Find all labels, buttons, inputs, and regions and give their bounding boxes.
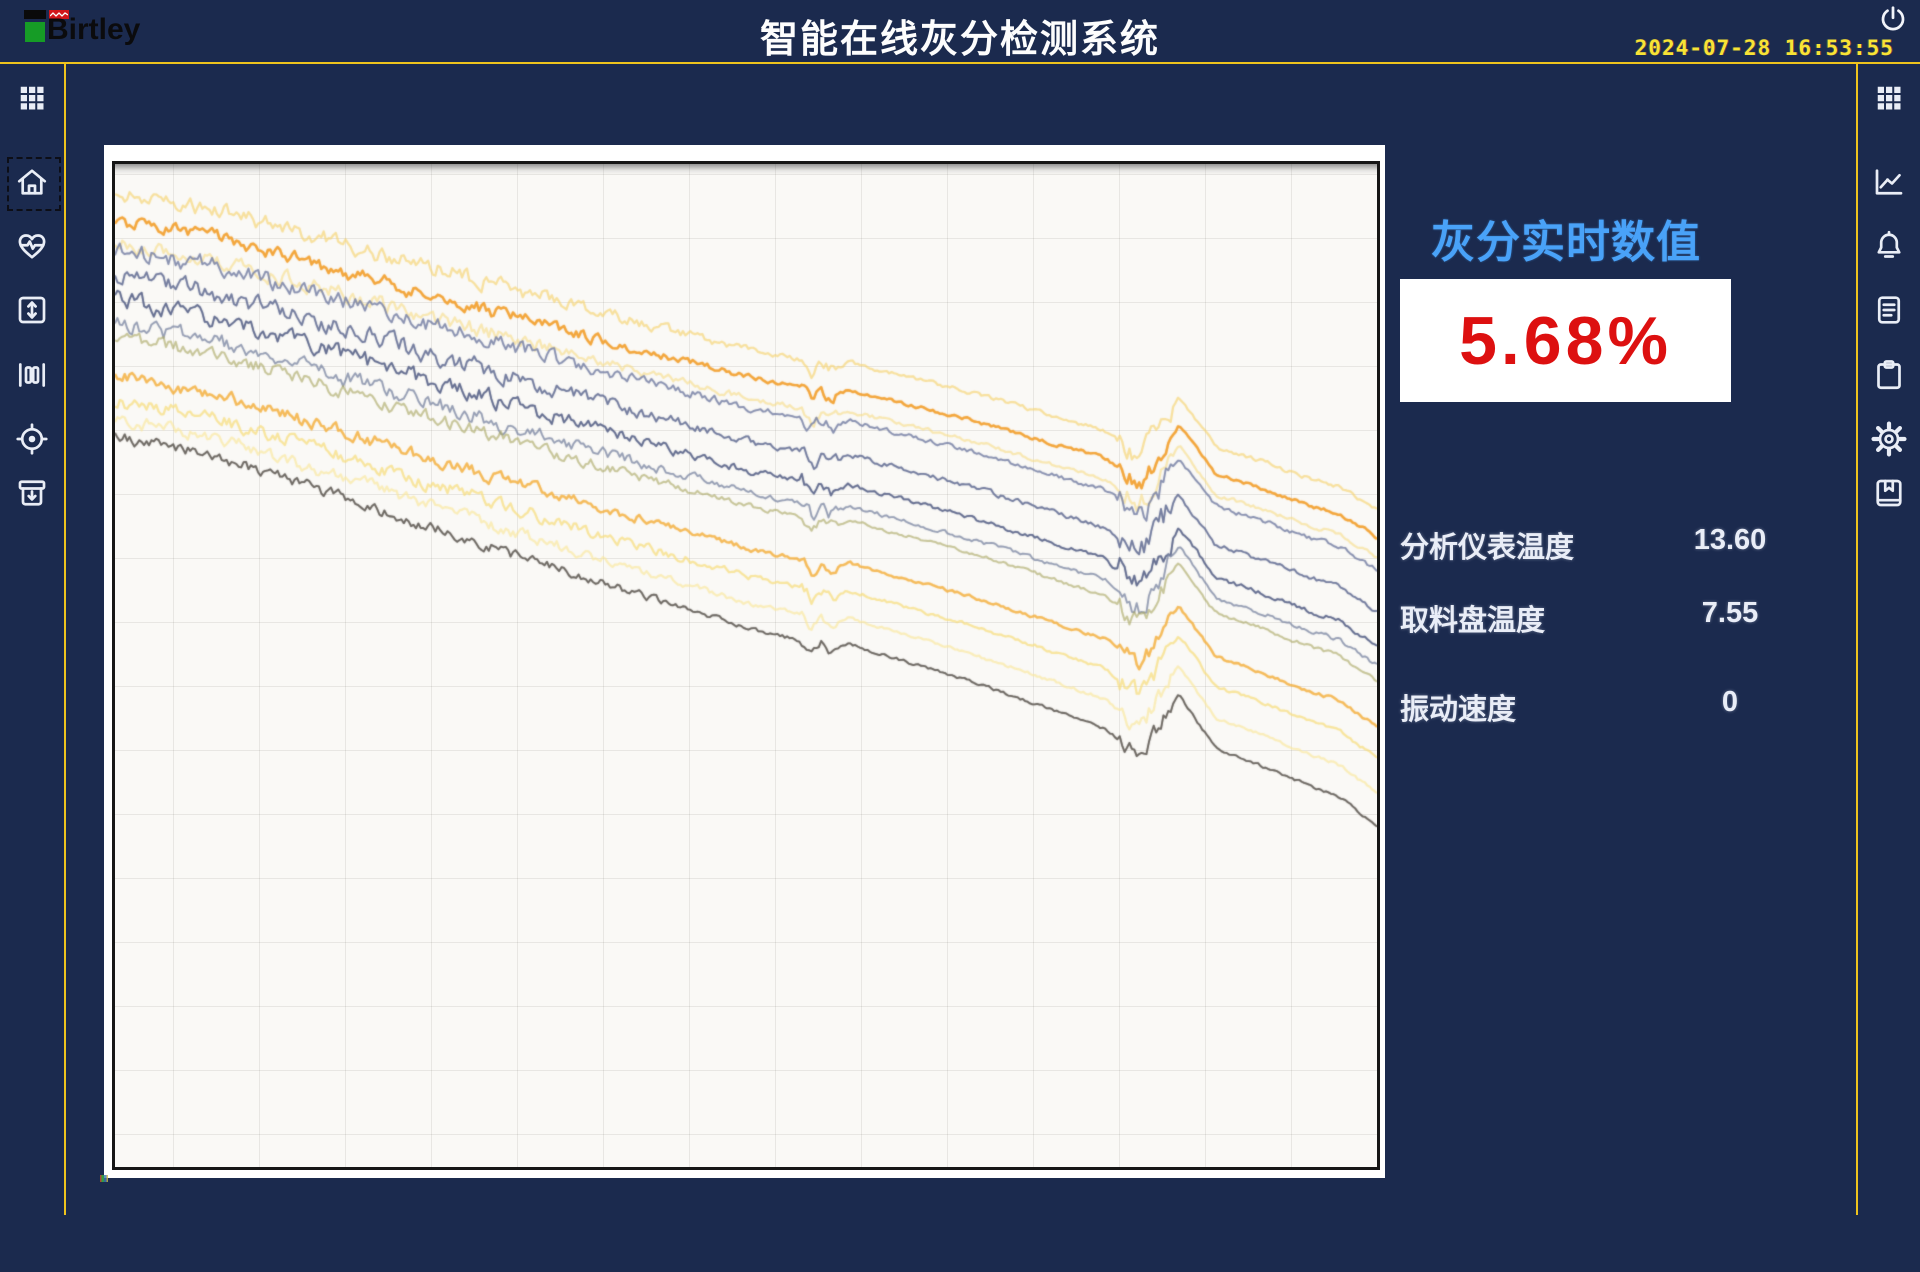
reading-value: 13.60	[1693, 524, 1767, 556]
reading-value: 7.55	[1701, 597, 1759, 629]
reading-label: 取料盘温度	[1400, 605, 1546, 637]
reading-label: 分析仪表温度	[1400, 532, 1575, 564]
reading-row: 振动速度 0	[1400, 686, 1790, 728]
footer-bar	[0, 1217, 1920, 1272]
clock: 2024-07-28 16:53:55	[1634, 36, 1894, 60]
compression-artifact	[100, 1175, 108, 1182]
brand-logo: Birtley	[24, 8, 174, 56]
right-sidebar	[1856, 62, 1920, 1215]
ash-value-box: 5.68%	[1400, 279, 1731, 402]
ash-trend-canvas	[115, 164, 1377, 1167]
logo-red-block	[49, 10, 69, 19]
reading-row: 分析仪表温度 13.60	[1400, 524, 1790, 566]
reading-label: 振动速度	[1400, 694, 1517, 726]
ash-trend-panel	[100, 145, 1385, 1182]
left-sidebar	[0, 62, 66, 1215]
power-icon[interactable]	[1878, 4, 1908, 34]
target-icon[interactable]	[14, 421, 50, 457]
reading-value: 0	[1721, 686, 1739, 718]
ash-realtime-heading: 灰分实时数值	[1431, 218, 1701, 267]
active-item-focus-box	[7, 157, 61, 211]
reading-row: 取料盘温度 7.55	[1400, 597, 1790, 639]
grid-icon[interactable]	[1874, 83, 1904, 113]
grid-icon[interactable]	[17, 83, 47, 113]
clipboard-icon[interactable]	[1871, 357, 1907, 393]
ash-value: 5.68%	[1459, 302, 1672, 379]
top-bar: Birtley 智能在线灰分检测系统 2024-07-28 16:53:55	[0, 0, 1920, 64]
document-icon[interactable]	[1871, 292, 1907, 328]
book-icon[interactable]	[1871, 475, 1907, 511]
logo-green-block	[25, 22, 45, 42]
brand-name: Birtley	[47, 13, 141, 46]
bell-icon[interactable]	[1871, 228, 1907, 264]
line-chart-icon[interactable]	[1871, 164, 1907, 200]
bars-icon[interactable]	[14, 357, 50, 393]
logo-black-block	[24, 10, 46, 19]
vertical-resize-icon[interactable]	[14, 292, 50, 328]
logo-zigzag-icon	[50, 12, 68, 17]
home-icon[interactable]	[14, 164, 50, 200]
gear-icon[interactable]	[1871, 421, 1907, 457]
page-title: 智能在线灰分检测系统	[759, 19, 1160, 61]
archive-down-icon[interactable]	[14, 475, 50, 511]
heartbeat-icon[interactable]	[14, 228, 50, 264]
ash-trend-plot	[112, 161, 1380, 1170]
plot-top-shadow	[115, 164, 1377, 175]
